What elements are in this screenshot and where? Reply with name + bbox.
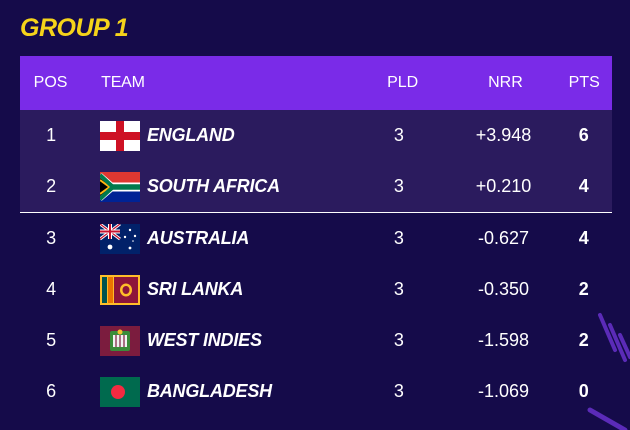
- header-pld: PLD: [387, 74, 419, 91]
- table-row: 4 SRI LANKA 3 -0.350 2: [20, 264, 612, 315]
- header-pts: PTS: [568, 74, 600, 91]
- group-title: GROUP 1: [20, 14, 129, 42]
- table-row: 2 SOUTH AFRICA 3 +0.210 4: [20, 161, 612, 213]
- table-row: 5 WEST INDIES 3 -1.598 2: [20, 315, 612, 366]
- england-flag-icon: [99, 120, 140, 151]
- header-pos: POS: [33, 74, 68, 91]
- row-pts: 2: [578, 330, 589, 350]
- row-pos: 1: [46, 125, 57, 145]
- row-pld: 3: [393, 228, 404, 248]
- row-team: SOUTH AFRICA: [146, 176, 280, 196]
- row-nrr: +0.210: [475, 176, 532, 196]
- row-pld: 3: [393, 381, 404, 401]
- header-team: TEAM: [101, 74, 145, 91]
- row-pts: 2: [578, 279, 589, 299]
- australia-flag-icon: [99, 223, 140, 254]
- standings-table: POS TEAM PLD NRR PTS 1 ENGLAND 3 +3.948 …: [20, 56, 612, 417]
- table-row: 3 AUSTRALIA 3 -0.627 4: [20, 213, 612, 264]
- row-team: SRI LANKA: [146, 279, 244, 299]
- row-team: BANGLADESH: [146, 381, 272, 401]
- row-pos: 6: [46, 381, 57, 401]
- row-nrr: -0.350: [478, 279, 530, 299]
- row-nrr: -1.598: [478, 330, 530, 350]
- row-nrr: +3.948: [475, 125, 532, 145]
- south-africa-flag-icon: [99, 171, 140, 202]
- bangladesh-flag-icon: [99, 376, 140, 407]
- row-pts: 6: [578, 125, 589, 145]
- row-pld: 3: [393, 176, 404, 196]
- header-nrr: NRR: [488, 74, 523, 91]
- west-indies-flag-icon: [99, 325, 140, 356]
- row-pts: 4: [578, 228, 589, 248]
- row-team: AUSTRALIA: [146, 228, 250, 248]
- sri-lanka-flag-icon: [99, 274, 140, 305]
- row-pld: 3: [393, 330, 404, 350]
- row-team: WEST INDIES: [146, 330, 262, 350]
- decorative-stripes: [587, 313, 630, 430]
- row-team: ENGLAND: [146, 125, 235, 145]
- row-nrr: -0.627: [478, 228, 530, 248]
- table-header: POS TEAM PLD NRR PTS: [20, 56, 612, 110]
- row-pos: 4: [46, 279, 57, 299]
- row-nrr: -1.069: [478, 381, 530, 401]
- row-pts: 0: [578, 381, 589, 401]
- row-pos: 3: [46, 228, 57, 248]
- row-pld: 3: [393, 125, 404, 145]
- row-pld: 3: [393, 279, 404, 299]
- row-pos: 5: [46, 330, 57, 350]
- row-pos: 2: [46, 176, 57, 196]
- table-row: 6 BANGLADESH 3 -1.069 0: [20, 366, 612, 417]
- table-row: 1 ENGLAND 3 +3.948 6: [20, 110, 612, 161]
- row-pts: 4: [578, 176, 589, 196]
